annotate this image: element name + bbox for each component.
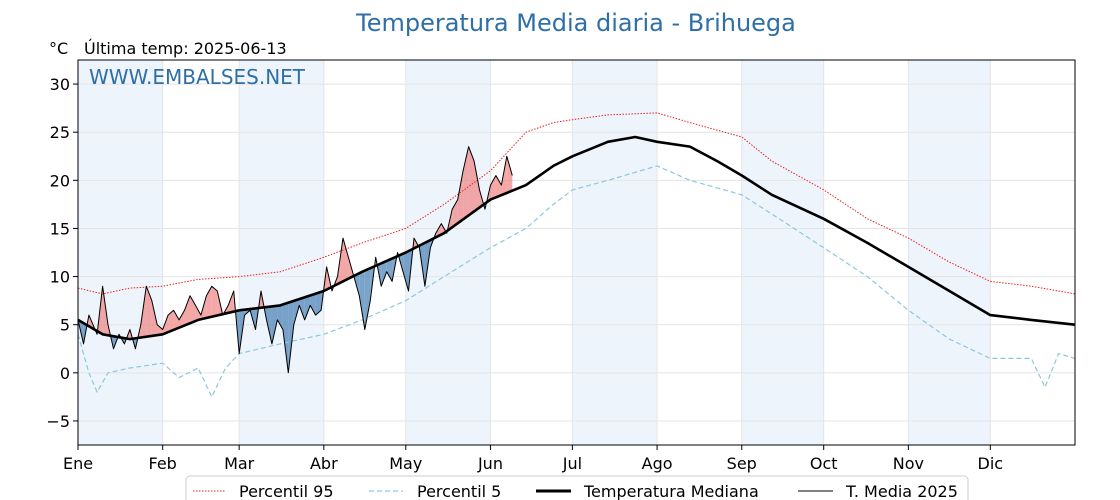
fill-below-median — [288, 300, 294, 373]
legend-label-p5: Percentil 5 — [417, 482, 501, 500]
x-tick-label: Oct — [810, 454, 838, 473]
fill-below-median — [271, 305, 278, 344]
x-tick-label: Ene — [63, 454, 93, 473]
x-tick-label: Abr — [310, 454, 338, 473]
fill-above-median — [452, 199, 458, 228]
fill-above-median — [495, 175, 502, 198]
fill-above-median — [506, 156, 513, 193]
fill-above-median — [195, 305, 201, 321]
y-tick-label: 15 — [50, 219, 70, 238]
series-lines — [77, 112, 1076, 398]
x-tick-label: Mar — [224, 454, 255, 473]
y-tick-label: 25 — [50, 123, 70, 142]
fill-above-median — [151, 300, 158, 336]
month-band — [239, 60, 324, 445]
fill-below-median — [403, 251, 409, 291]
y-tick-label: 0 — [60, 364, 70, 383]
fill-above-median — [228, 291, 234, 313]
y-tick-label: 20 — [50, 171, 70, 190]
fill-above-median — [490, 175, 496, 200]
legend-label-current: T. Media 2025 — [845, 482, 958, 500]
fill-above-median — [211, 286, 218, 317]
last-update-label: Última temp: 2025-06-13 — [84, 39, 287, 58]
y-axis: −5 0 5 10 15 20 25 30 — [46, 75, 78, 431]
fill-above-median — [146, 286, 152, 337]
x-tick-label: Ago — [642, 454, 673, 473]
unit-label: °C — [49, 39, 68, 58]
fill-above-median — [342, 238, 349, 282]
x-tick-label: Dic — [978, 454, 1004, 473]
fill-above-median — [168, 310, 174, 333]
fill-above-median — [468, 146, 475, 216]
fill-above-median — [474, 161, 480, 212]
x-tick-label: Jul — [562, 454, 582, 473]
fill-above-median — [457, 170, 464, 224]
fill-below-median — [381, 260, 387, 287]
series-line-current — [77, 146, 513, 374]
y-tick-label: 5 — [60, 316, 70, 335]
fill-below-median — [299, 297, 305, 320]
month-bands — [78, 60, 991, 445]
x-tick-label: Jun — [477, 454, 503, 473]
fill-above-median — [157, 324, 163, 336]
legend-box — [185, 475, 969, 500]
y-tick-label: −5 — [46, 412, 70, 431]
series-line-p5 — [77, 165, 1076, 398]
fill-below-median — [315, 291, 322, 316]
month-band — [405, 60, 491, 445]
fill-above-median — [184, 295, 190, 326]
month-band — [78, 60, 163, 445]
legend-label-p95: Percentil 95 — [239, 482, 334, 500]
x-axis: Ene Feb Mar Abr May Jun Jul Ago Sep Oct Nov Dic — [63, 445, 1003, 473]
fill-below-median — [282, 302, 289, 373]
fill-below-median — [277, 304, 283, 330]
legend: Percentil 95 Percentil 5 Temperatura Med… — [185, 475, 969, 500]
fill-below-median — [359, 270, 365, 330]
fill-below-median — [266, 306, 272, 344]
series-line-p95 — [77, 112, 1076, 295]
x-tick-label: Sep — [727, 454, 757, 473]
fill-above-median — [189, 295, 196, 324]
fill-below-median — [304, 295, 311, 320]
legend-label-median: Temperatura Mediana — [583, 482, 759, 500]
x-tick-label: Feb — [149, 454, 177, 473]
fill-below-median — [364, 268, 371, 330]
month-band — [572, 60, 658, 445]
y-tick-label: 30 — [50, 75, 70, 94]
month-band — [741, 60, 824, 445]
plot-frame — [77, 59, 1076, 446]
month-band — [908, 60, 991, 445]
fill-above-median — [179, 310, 185, 328]
fill-below-median — [310, 293, 316, 316]
fill-above-median — [173, 310, 180, 330]
chart-title: Temperatura Media diaria - Brihuega — [355, 9, 796, 37]
watermark: WWW.EMBALSES.NET — [89, 65, 306, 89]
series-line-median — [77, 135, 1076, 341]
x-tick-label: Nov — [893, 454, 924, 473]
x-tick-label: May — [389, 454, 422, 473]
fill-below-median — [386, 258, 393, 282]
y-tick-label: 10 — [50, 268, 70, 287]
